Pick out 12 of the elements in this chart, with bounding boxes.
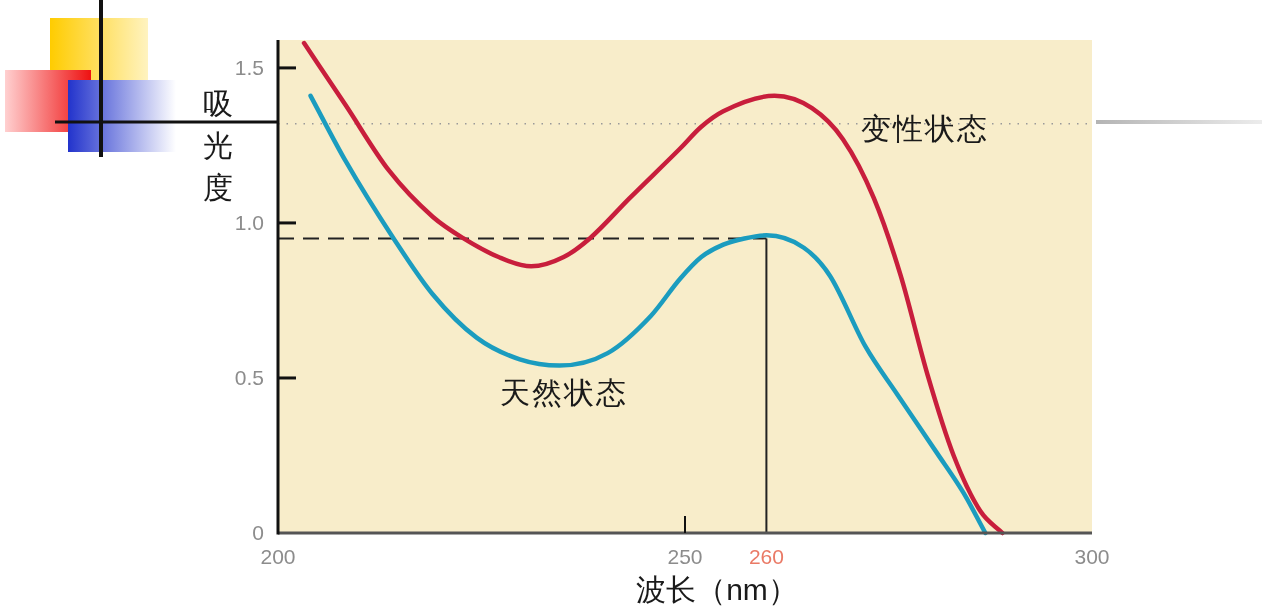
x-tick-label: 300 — [1074, 545, 1110, 568]
ref-line-label: 260 — [748, 545, 784, 568]
series-label: 天然状态 — [499, 375, 628, 409]
y-axis-title: 吸光度 — [203, 87, 233, 204]
y-tick-label: 1.5 — [234, 55, 264, 79]
series-label: 变性状态 — [860, 111, 989, 145]
y-tick-label: 0 — [252, 521, 264, 544]
y-tick-label: 0.5 — [234, 365, 264, 389]
y-tick-label: 1.0 — [234, 210, 264, 234]
x-tick-label: 200 — [260, 545, 296, 568]
x-tick-label: 250 — [667, 545, 703, 568]
x-axis-title: 波长（nm） — [636, 573, 798, 606]
